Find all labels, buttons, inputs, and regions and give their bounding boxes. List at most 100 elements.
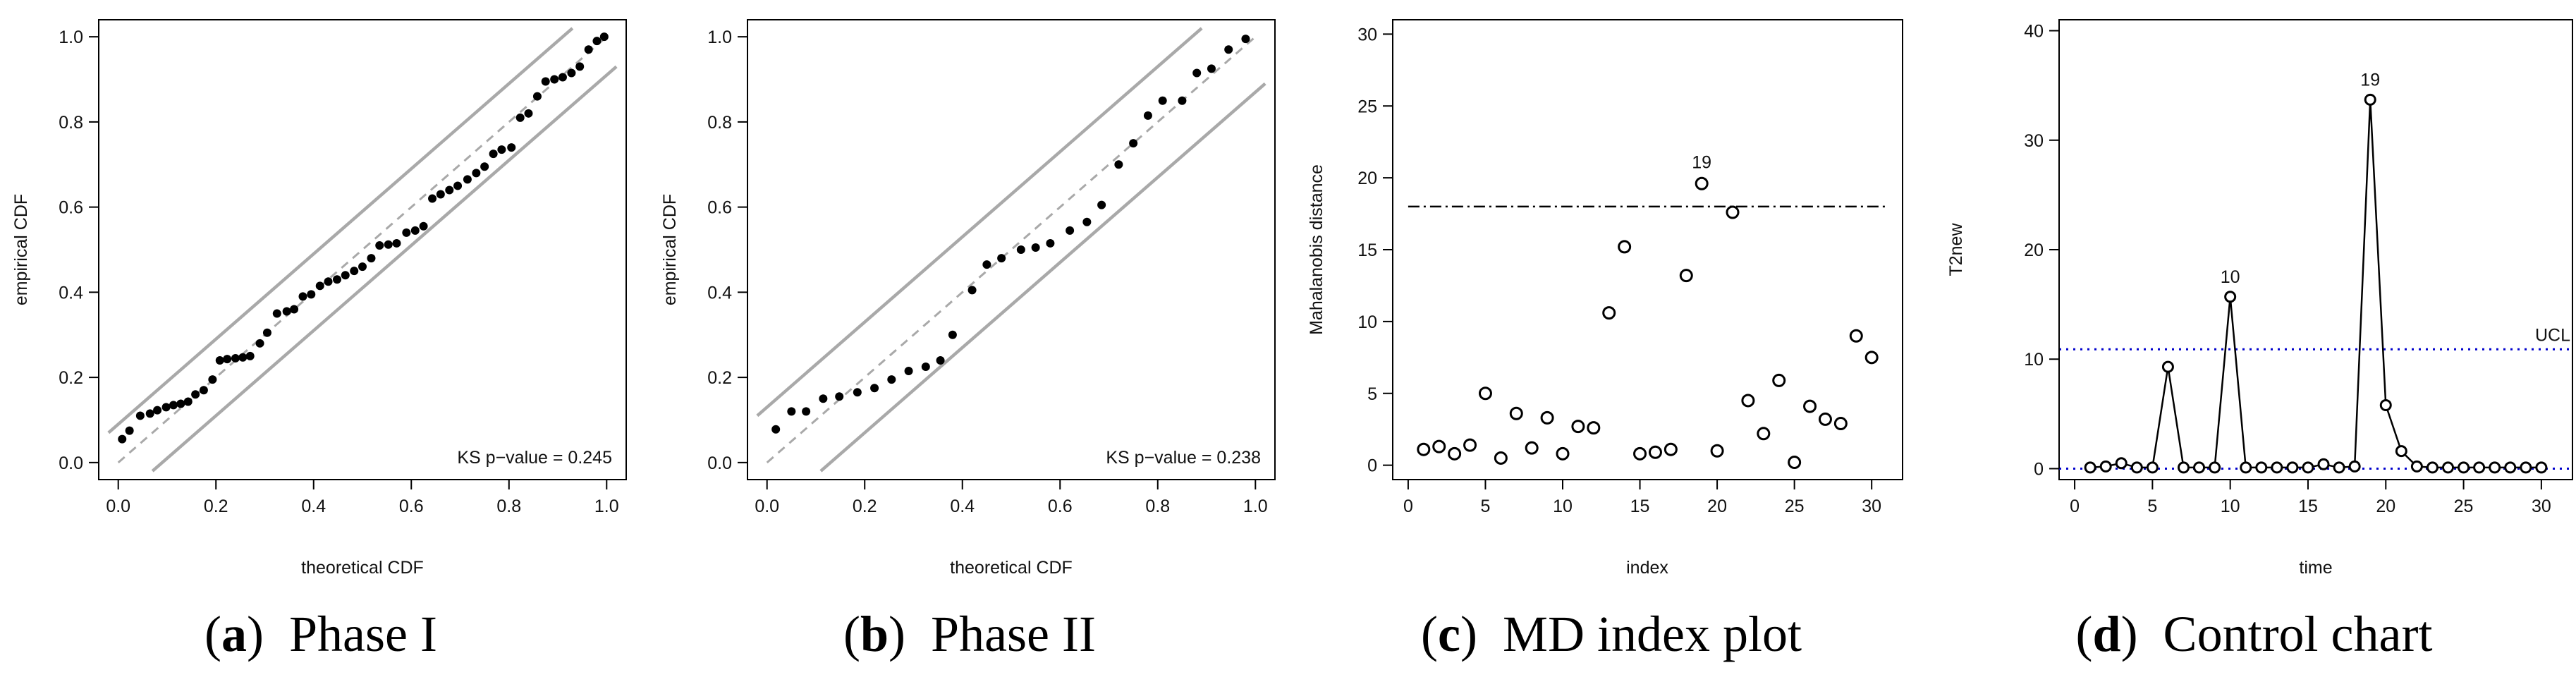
data-point	[161, 403, 171, 412]
data-point	[853, 388, 862, 397]
x-tick-label: 1.0	[1243, 497, 1268, 516]
x-axis-title: index	[1626, 558, 1668, 578]
chart-c: 0 5 10 15 20 25 30 0 5 10 15 20 25 30 19 index Mahal…	[1307, 19, 1903, 578]
y-tick-label: 30	[1357, 25, 1377, 44]
data-point	[367, 254, 376, 263]
x-tick-label: 0.6	[399, 497, 424, 516]
y-tick-label: 0.8	[59, 113, 83, 133]
y-axis-title: empirical CDF	[660, 194, 680, 305]
caption-text: Control chart	[2163, 606, 2433, 662]
ref-layer	[117, 36, 608, 463]
data-point	[1192, 68, 1202, 78]
data-point	[575, 62, 585, 71]
data-point	[169, 401, 178, 410]
data-point	[870, 384, 879, 393]
caption-tag: d	[2092, 606, 2121, 662]
x-axis-title: theoretical CDF	[950, 558, 1073, 578]
data-point	[332, 275, 341, 284]
x-tick-label: 0.2	[853, 497, 877, 516]
data-point	[2161, 360, 2174, 373]
data-point	[1417, 442, 1431, 456]
data-point	[497, 145, 506, 154]
data-point	[948, 330, 957, 339]
points-layer	[1417, 176, 1879, 470]
x-tick-label: 20	[2376, 497, 2395, 516]
data-point	[1618, 240, 1632, 254]
data-point	[2115, 457, 2128, 470]
data-point	[262, 328, 271, 337]
data-point	[787, 407, 796, 416]
y-tick-label: 15	[1357, 240, 1377, 260]
data-point	[1463, 438, 1477, 452]
y-tick-label: 0.6	[707, 198, 732, 218]
upper-band-line	[107, 27, 574, 434]
y-tick-label: 0.4	[59, 283, 83, 303]
x-tick-label: 0.2	[204, 497, 228, 516]
data-point	[2379, 398, 2392, 411]
data-point	[771, 425, 781, 434]
plot-frame	[2058, 19, 2573, 480]
y-axis-title: Mahalanobis distance	[1307, 164, 1326, 335]
data-point	[1695, 176, 1709, 190]
data-point	[2146, 461, 2159, 474]
caption-d: (d) Control chart	[2075, 606, 2433, 662]
data-point	[231, 353, 240, 363]
data-point	[2442, 461, 2455, 474]
y-tick-label: 0	[1367, 456, 1377, 476]
data-point	[802, 407, 811, 416]
data-point	[1741, 394, 1755, 408]
data-point	[1788, 456, 1802, 470]
x-tick-label: 30	[2532, 497, 2551, 516]
caption-text: Phase I	[289, 606, 437, 662]
data-point	[176, 399, 185, 408]
data-point	[1224, 45, 1233, 54]
x-tick-label: 15	[1630, 497, 1650, 516]
data-point	[2520, 461, 2532, 474]
data-point	[1648, 445, 1662, 459]
band-layer	[107, 27, 618, 473]
x-tick-label: 0.0	[106, 497, 130, 516]
ks-annotation: KS p−value = 0.245	[457, 448, 612, 468]
x-tick-label: 0	[1403, 497, 1413, 516]
reference-line	[117, 36, 608, 463]
data-point	[2333, 461, 2345, 474]
x-tick-label: 10	[2221, 497, 2240, 516]
y-tick-label: 1.0	[59, 28, 83, 47]
data-point	[1432, 439, 1446, 453]
data-point	[125, 426, 134, 435]
chart-a: 0.0 0.2 0.4 0.6 0.8 1.0 0.0 0.2 0.4 0.6 0.8 1.0 KS…	[11, 19, 627, 578]
point-label: 19	[2360, 70, 2380, 90]
data-point	[1803, 399, 1817, 413]
caption-tag: c	[1438, 606, 1460, 662]
data-point	[480, 162, 489, 171]
panel-d: 0 5 10 15 20 25 30 0 10 20 30 40 10 19 UCL time T2n…	[1932, 0, 2576, 682]
data-point	[298, 292, 307, 301]
data-point	[118, 434, 127, 444]
data-point	[1679, 269, 1693, 283]
data-point	[1066, 226, 1075, 235]
data-point	[2395, 445, 2407, 458]
data-point	[515, 113, 525, 122]
data-point	[2224, 291, 2237, 303]
x-axis: 0 5 10 15 20 25 30	[2070, 479, 2551, 516]
data-point	[472, 169, 481, 178]
data-point	[1726, 205, 1740, 219]
data-point	[215, 355, 224, 365]
data-point	[1525, 441, 1539, 455]
data-point	[541, 77, 550, 86]
data-point	[1448, 446, 1462, 461]
y-tick-label: 0.8	[707, 113, 732, 133]
y-tick-label: 40	[2024, 22, 2044, 42]
data-point	[1082, 217, 1092, 226]
data-point	[599, 32, 609, 42]
y-axis-title: empirical CDF	[11, 194, 31, 305]
data-point	[567, 68, 576, 78]
x-tick-label: 1.0	[594, 497, 619, 516]
series-layer	[2090, 99, 2541, 469]
data-point	[2317, 458, 2330, 470]
data-point	[1478, 386, 1492, 401]
data-point	[183, 397, 193, 406]
caption-b: (b) Phase II	[843, 606, 1096, 662]
y-tick-label: 20	[1357, 169, 1377, 188]
data-point	[2458, 461, 2470, 474]
